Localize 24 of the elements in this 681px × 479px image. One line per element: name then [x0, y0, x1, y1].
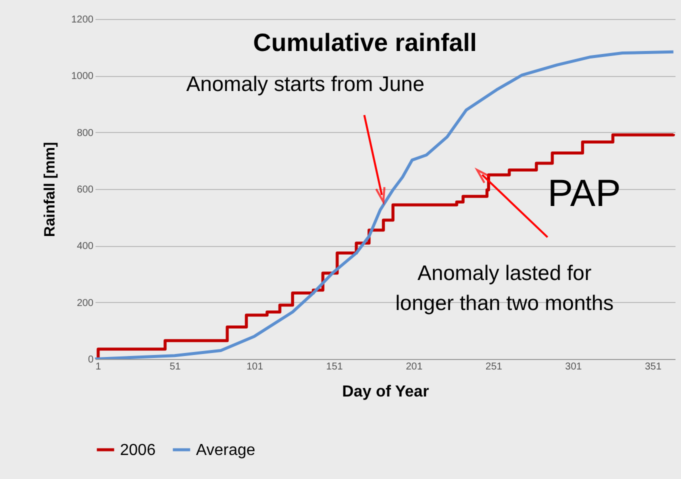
y-tick-label: 400	[76, 241, 94, 252]
y-tick-label: 600	[76, 184, 94, 196]
y-tick-label: 1200	[71, 14, 94, 26]
annotation: Anomaly lasted for longer than two months	[395, 262, 614, 315]
legend-label: 2006	[120, 442, 156, 459]
x-tick-label: 51	[170, 362, 182, 372]
x-tick-label: 201	[406, 362, 423, 372]
y-tick-label: 200	[76, 298, 94, 309]
x-tick-label: 301	[565, 362, 582, 372]
y-tick-label: 0	[88, 354, 94, 366]
y-axis-title: Rainfall [mm]	[41, 142, 58, 238]
chart-title: Cumulative rainfall	[253, 29, 477, 57]
x-tick-label: 1	[96, 362, 102, 372]
annotation: PAP	[548, 172, 621, 215]
y-tick-label: 800	[76, 128, 94, 139]
x-tick-label: 251	[486, 362, 503, 372]
x-tick-label: 351	[644, 362, 662, 372]
x-tick-label: 151	[326, 362, 344, 372]
x-axis-title: Day of Year	[342, 384, 429, 400]
line-series	[95, 50, 675, 359]
annotation: Anomaly starts from June	[186, 73, 424, 96]
legend-label: Average	[196, 442, 256, 459]
x-tick-label: 101	[246, 362, 264, 372]
y-tick-label: 1000	[71, 71, 94, 82]
